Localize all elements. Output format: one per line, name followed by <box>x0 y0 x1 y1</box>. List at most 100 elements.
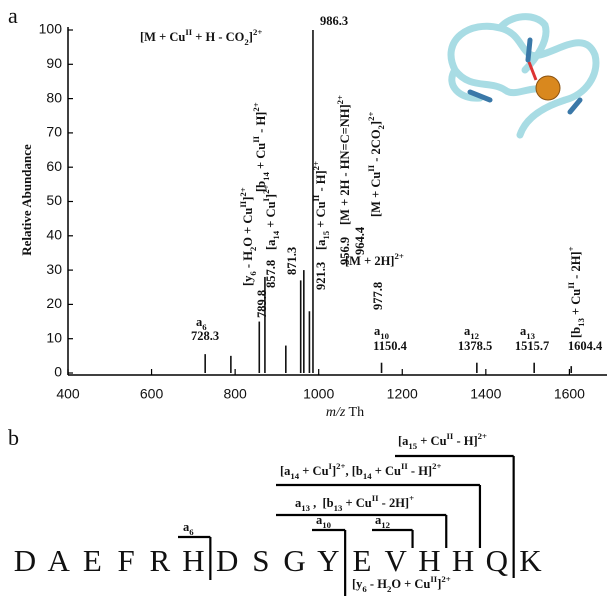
text-part: I <box>329 461 333 471</box>
residue: G <box>283 543 305 578</box>
residue: E <box>83 543 102 578</box>
text-part: [y <box>241 275 255 286</box>
fragment-label: a10 <box>316 513 332 530</box>
text-part: 2 <box>387 584 391 594</box>
peak-label: 986.3 <box>320 14 348 28</box>
residue: H <box>182 543 204 578</box>
text-part: a <box>375 513 382 527</box>
text-part: + Cu <box>372 464 401 478</box>
text-part: + Cu <box>314 201 328 230</box>
peak-label: 1150.4 <box>373 339 407 353</box>
residue: Q <box>486 543 508 578</box>
text-part: a <box>316 513 323 527</box>
peak-label: 789.8 <box>255 290 269 318</box>
text-part: 2+ <box>238 187 248 196</box>
text-part: 13 <box>301 503 310 513</box>
text-part: - H] <box>254 112 268 136</box>
text-part: , [b <box>310 496 334 510</box>
x-tick-label: 1200 <box>387 386 418 402</box>
peak-label: 964.4 <box>353 226 367 255</box>
text-part: O + Cu <box>241 208 255 247</box>
y-tick-label: 20 <box>46 295 62 311</box>
text-part: II <box>447 431 454 441</box>
text-part: [a <box>264 239 278 250</box>
text-part: 2+ <box>394 251 403 261</box>
backbone <box>447 13 600 139</box>
y-tick-label: 50 <box>46 192 62 208</box>
residue: R <box>149 543 170 578</box>
text-part: [a <box>314 239 328 250</box>
text-part: 6 <box>248 271 258 276</box>
text-part: - 2H] <box>379 496 410 510</box>
panel-label: a <box>8 3 18 28</box>
text-part: - H] <box>408 464 432 478</box>
text-part: II <box>366 164 376 171</box>
text-part: II <box>566 281 576 288</box>
peak-label: 921.3 <box>314 262 328 290</box>
text-part: [b <box>569 327 583 338</box>
residue: Y <box>317 543 339 578</box>
ion-annotation: [a14 + CuI]2+ <box>261 185 281 250</box>
peak-label: 728.3 <box>191 329 219 343</box>
text-part: 13 <box>576 318 586 327</box>
peak-label: 977.8 <box>371 282 385 310</box>
text-part: 2+ <box>311 161 321 170</box>
text-part: 2 <box>244 37 248 47</box>
text-part: 2+ <box>366 112 376 121</box>
text-part: + Cu <box>569 289 583 318</box>
text-part: [M + 2H] <box>345 254 394 268</box>
structure-inset <box>447 13 600 139</box>
x-axis-label: m/z Th <box>326 405 364 420</box>
text-part: 2+ <box>336 461 345 471</box>
text-part: - H <box>367 577 387 591</box>
ion-annotation: a12 <box>464 324 479 341</box>
text-part: 15 <box>408 441 417 451</box>
fragment-label: [a14 + CuI]2+, [b14 + CuII - H]2+ <box>280 461 441 481</box>
panel-label: b <box>8 425 19 450</box>
text-part: I <box>261 197 271 201</box>
fragment-label: a12 <box>375 513 390 530</box>
y-tick-label: 70 <box>46 124 62 140</box>
text-part: II <box>238 200 248 207</box>
peak-label: 956.9 <box>338 237 352 265</box>
text-part: ] <box>369 121 383 125</box>
y-tick-label: 30 <box>46 261 62 277</box>
text-part: 2+ <box>441 574 450 584</box>
text-part: ] <box>437 577 441 591</box>
y-tick-label: 0 <box>54 364 62 380</box>
text-part: 10 <box>380 331 389 341</box>
text-part: 12 <box>470 331 479 341</box>
residue: H <box>452 543 474 578</box>
text-part: 2+ <box>251 102 261 111</box>
residue: S <box>252 543 269 578</box>
ion-annotation: [b13 + CuII - 2H]+ <box>566 246 586 338</box>
text-part: II <box>401 461 408 471</box>
y-tick-label: 80 <box>46 89 62 105</box>
text-part: + Cu <box>299 464 328 478</box>
text-part: 15 <box>321 230 331 239</box>
residue: V <box>385 543 408 578</box>
ion-annotation: [y6 - H2O + CuII]2+ <box>238 187 258 286</box>
residue: A <box>48 543 71 578</box>
y-axis-label: Relative Abundance <box>19 144 34 256</box>
fragment-label: [a15 + CuII - H]2+ <box>398 431 487 451</box>
text-part: + Cu <box>342 496 371 510</box>
text-part: 2 <box>248 247 258 251</box>
text-part: a <box>520 324 527 338</box>
y-tick-label: 100 <box>39 21 63 37</box>
residue: D <box>216 543 238 578</box>
fragment-label: [y6 - H2O + CuII]2+ <box>352 574 451 594</box>
y-tick-label: 60 <box>46 158 62 174</box>
x-tick-label: 1000 <box>303 386 334 402</box>
text-part: 14 <box>261 172 271 181</box>
ion-annotation: a13 <box>520 324 536 341</box>
text-part: [y <box>352 577 363 591</box>
x-tick-label: 1600 <box>554 386 585 402</box>
text-part: 12 <box>381 520 390 530</box>
x-tick-label: 800 <box>223 386 247 402</box>
ion-annotation: [M + CuII - 2CO2]2+ <box>366 112 386 217</box>
text-part: a <box>295 496 302 510</box>
text-part: 13 <box>334 503 343 513</box>
text-part: II <box>251 135 261 142</box>
